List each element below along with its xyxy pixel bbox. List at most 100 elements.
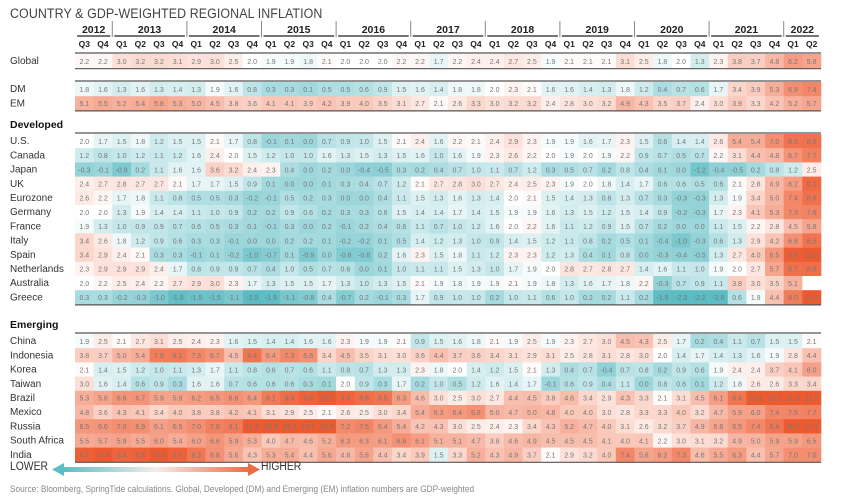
heat-cell: [242, 82, 262, 97]
heat-cell: [298, 433, 318, 448]
cell-value: 1.3: [397, 367, 407, 374]
cell-value: 17.1: [805, 424, 819, 431]
cell-value: 0.4: [639, 167, 649, 174]
heat-cell: [130, 348, 150, 363]
cell-value: 1.3: [546, 367, 556, 374]
heat-cell: [429, 82, 449, 97]
heat-cell: [802, 134, 822, 149]
heat-cell: [392, 148, 411, 163]
heat-cell: [168, 176, 188, 192]
cell-value: 5.8: [98, 396, 108, 403]
cell-value: 1.5: [359, 153, 369, 160]
row-label: India: [10, 450, 32, 461]
heat-cell: [336, 233, 356, 248]
quarter-label: Q4: [321, 39, 333, 49]
heat-cell: [448, 148, 467, 163]
cell-value: 2.4: [546, 101, 556, 108]
cell-value: 2.5: [564, 353, 574, 360]
heat-cell: [653, 334, 673, 349]
cell-value: 6.3: [397, 396, 407, 403]
cell-value: 1.5: [527, 238, 537, 245]
heat-cell: [168, 376, 188, 392]
heat-cell: [559, 405, 579, 420]
cell-value: -0.7: [339, 295, 351, 302]
cell-value: 1.6: [452, 153, 462, 160]
heat-cell: [392, 376, 411, 392]
heat-cell: [168, 96, 188, 111]
heat-cell: [410, 190, 430, 206]
heat-cell: [765, 247, 784, 263]
cell-value: 2.5: [359, 410, 369, 417]
heat-cell: [149, 405, 169, 420]
cell-value: 6.3: [341, 438, 351, 445]
heat-cell: [485, 134, 505, 149]
heat-cell: [671, 96, 691, 111]
heat-cell: [410, 261, 430, 277]
cell-value: 2.2: [639, 281, 649, 288]
heat-cell: [373, 162, 393, 177]
cell-value: 1.1: [434, 267, 444, 274]
heat-cell: [503, 261, 523, 277]
heat-cell: [559, 376, 579, 392]
cell-value: 0.5: [695, 182, 705, 189]
heat-cell: [765, 190, 784, 206]
cell-value: 2.0: [341, 382, 351, 389]
heat-cell: [280, 54, 300, 69]
heat-cell: [634, 219, 654, 234]
heat-cell: [354, 433, 374, 448]
cell-value: 3.1: [546, 353, 556, 360]
heat-cell: [186, 334, 206, 349]
heat-cell: [186, 96, 206, 111]
cell-value: 2.2: [452, 59, 462, 66]
heat-cell: [186, 148, 206, 163]
cell-value: 0.3: [79, 295, 89, 302]
cell-value: 1.3: [378, 281, 388, 288]
heat-cell: [168, 290, 188, 305]
heat-cell: [186, 348, 206, 363]
heat-cell: [503, 390, 523, 406]
heat-cell: [224, 376, 244, 392]
heat-cell: [168, 134, 188, 149]
heat-cell: [671, 162, 691, 177]
cell-value: 1.4: [508, 382, 518, 389]
cell-value: 3.1: [620, 59, 630, 66]
heat-cell: [690, 233, 710, 248]
heat-cell: [280, 433, 300, 448]
heat-cell: [392, 96, 411, 111]
heat-cell: [559, 290, 579, 305]
heat-cell: [93, 219, 113, 234]
heat-cell: [410, 134, 430, 149]
cell-value: 2.1: [527, 196, 537, 203]
heat-cell: [485, 162, 505, 177]
heat-cell: [317, 190, 337, 206]
heat-cell: [280, 176, 300, 192]
cell-value: 5.4: [285, 453, 295, 460]
cell-value: 2.9: [508, 139, 518, 146]
cell-value: 2.2: [714, 153, 724, 160]
cell-value: 0.4: [285, 167, 295, 174]
cell-value: 16.7: [786, 424, 800, 431]
cell-value: 2.7: [583, 339, 593, 346]
heat-cell: [765, 176, 784, 192]
heat-cell: [709, 405, 729, 420]
cell-value: 3.2: [602, 101, 612, 108]
heat-cell: [242, 54, 262, 69]
heat-cell: [485, 290, 505, 305]
heat-cell: [503, 54, 523, 69]
cell-value: 2.5: [173, 339, 183, 346]
cell-value: 2.1: [471, 139, 481, 146]
heat-cell: [298, 96, 318, 111]
row-label: Italy: [10, 236, 28, 247]
cell-value: 1.9: [527, 267, 537, 274]
heat-cell: [634, 247, 654, 263]
heat-cell: [168, 419, 188, 434]
heat-cell: [392, 176, 411, 192]
cell-value: 5.1: [79, 101, 89, 108]
heat-cell: [373, 433, 393, 448]
heat-cell: [671, 134, 691, 149]
cell-value: 7.7: [807, 410, 817, 417]
heat-cell: [653, 247, 673, 263]
cell-value: 4.4: [770, 295, 780, 302]
cell-value: 2.1: [322, 410, 332, 417]
cell-value: 1.3: [564, 253, 574, 260]
